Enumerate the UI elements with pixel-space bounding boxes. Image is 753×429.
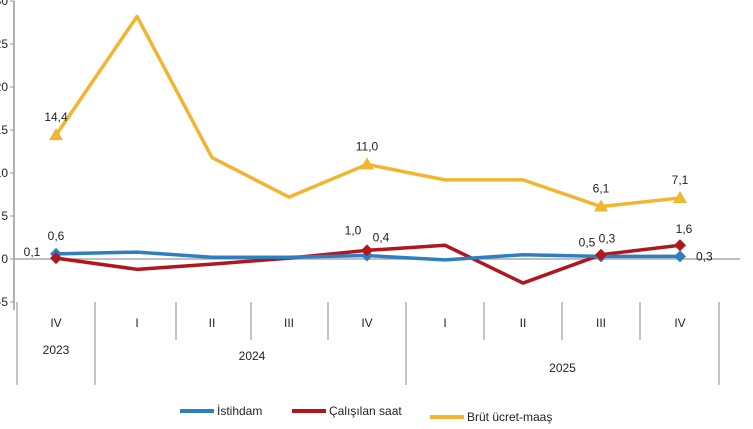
y-tick-label: 20	[0, 80, 8, 94]
y-tick-label: 15	[0, 123, 8, 137]
legend-item: Brüt ücret-maaş	[430, 410, 552, 424]
data-point-triangle	[673, 190, 687, 203]
data-label: 0,3	[696, 249, 713, 263]
data-point-triangle	[49, 128, 63, 141]
x-tick-label: IV	[50, 316, 61, 330]
y-tick-label: 30	[0, 0, 8, 8]
y-tick-label: 10	[0, 166, 8, 180]
data-label: 7,1	[672, 173, 689, 187]
x-tick-label: I	[443, 316, 446, 330]
legend-label: İstihdam	[217, 404, 263, 418]
y-tick-label: 5	[1, 209, 8, 223]
x-tick-label: IV	[674, 316, 685, 330]
data-label: 0,3	[599, 231, 616, 245]
year-label: 2025	[549, 361, 576, 375]
data-point-diamond	[674, 250, 686, 263]
y-tick-label: 0	[1, 252, 8, 266]
data-label: 0,6	[48, 229, 65, 243]
legend-swatch	[292, 409, 326, 413]
x-tick-label: III	[596, 316, 606, 330]
data-point-diamond	[674, 239, 686, 252]
data-point-diamond	[361, 244, 373, 257]
data-label: 0,5	[579, 236, 596, 250]
data-label: 14,4	[44, 110, 68, 124]
legend-label: Brüt ücret-maaş	[467, 410, 553, 424]
x-tick-label: I	[135, 316, 138, 330]
data-label: 1,0	[345, 223, 362, 237]
legend-item: İstihdam	[180, 404, 262, 418]
data-label: 6,1	[593, 182, 610, 196]
year-label: 2024	[239, 349, 266, 363]
data-point-triangle	[594, 199, 608, 212]
data-label: 1,6	[676, 222, 693, 236]
series-line	[54, 14, 681, 209]
x-tick-label: III	[284, 316, 294, 330]
data-point-diamond	[595, 248, 607, 261]
data-point-diamond	[50, 252, 62, 265]
x-tick-label: II	[520, 316, 527, 330]
year-label: 2023	[43, 343, 70, 357]
x-tick-label: IV	[361, 316, 372, 330]
data-label: 0,1	[24, 245, 41, 259]
legend-item: Çalışılan saat	[292, 404, 402, 418]
data-label: 0,4	[373, 231, 390, 245]
y-tick-label: 25	[0, 37, 8, 51]
legend-swatch	[180, 409, 214, 413]
y-tick-label: -5	[0, 295, 8, 309]
legend-swatch	[430, 415, 464, 419]
legend-label: Çalışılan saat	[329, 404, 402, 418]
data-label: 11,0	[356, 139, 379, 153]
x-tick-label: II	[209, 316, 216, 330]
data-point-triangle	[360, 157, 374, 170]
